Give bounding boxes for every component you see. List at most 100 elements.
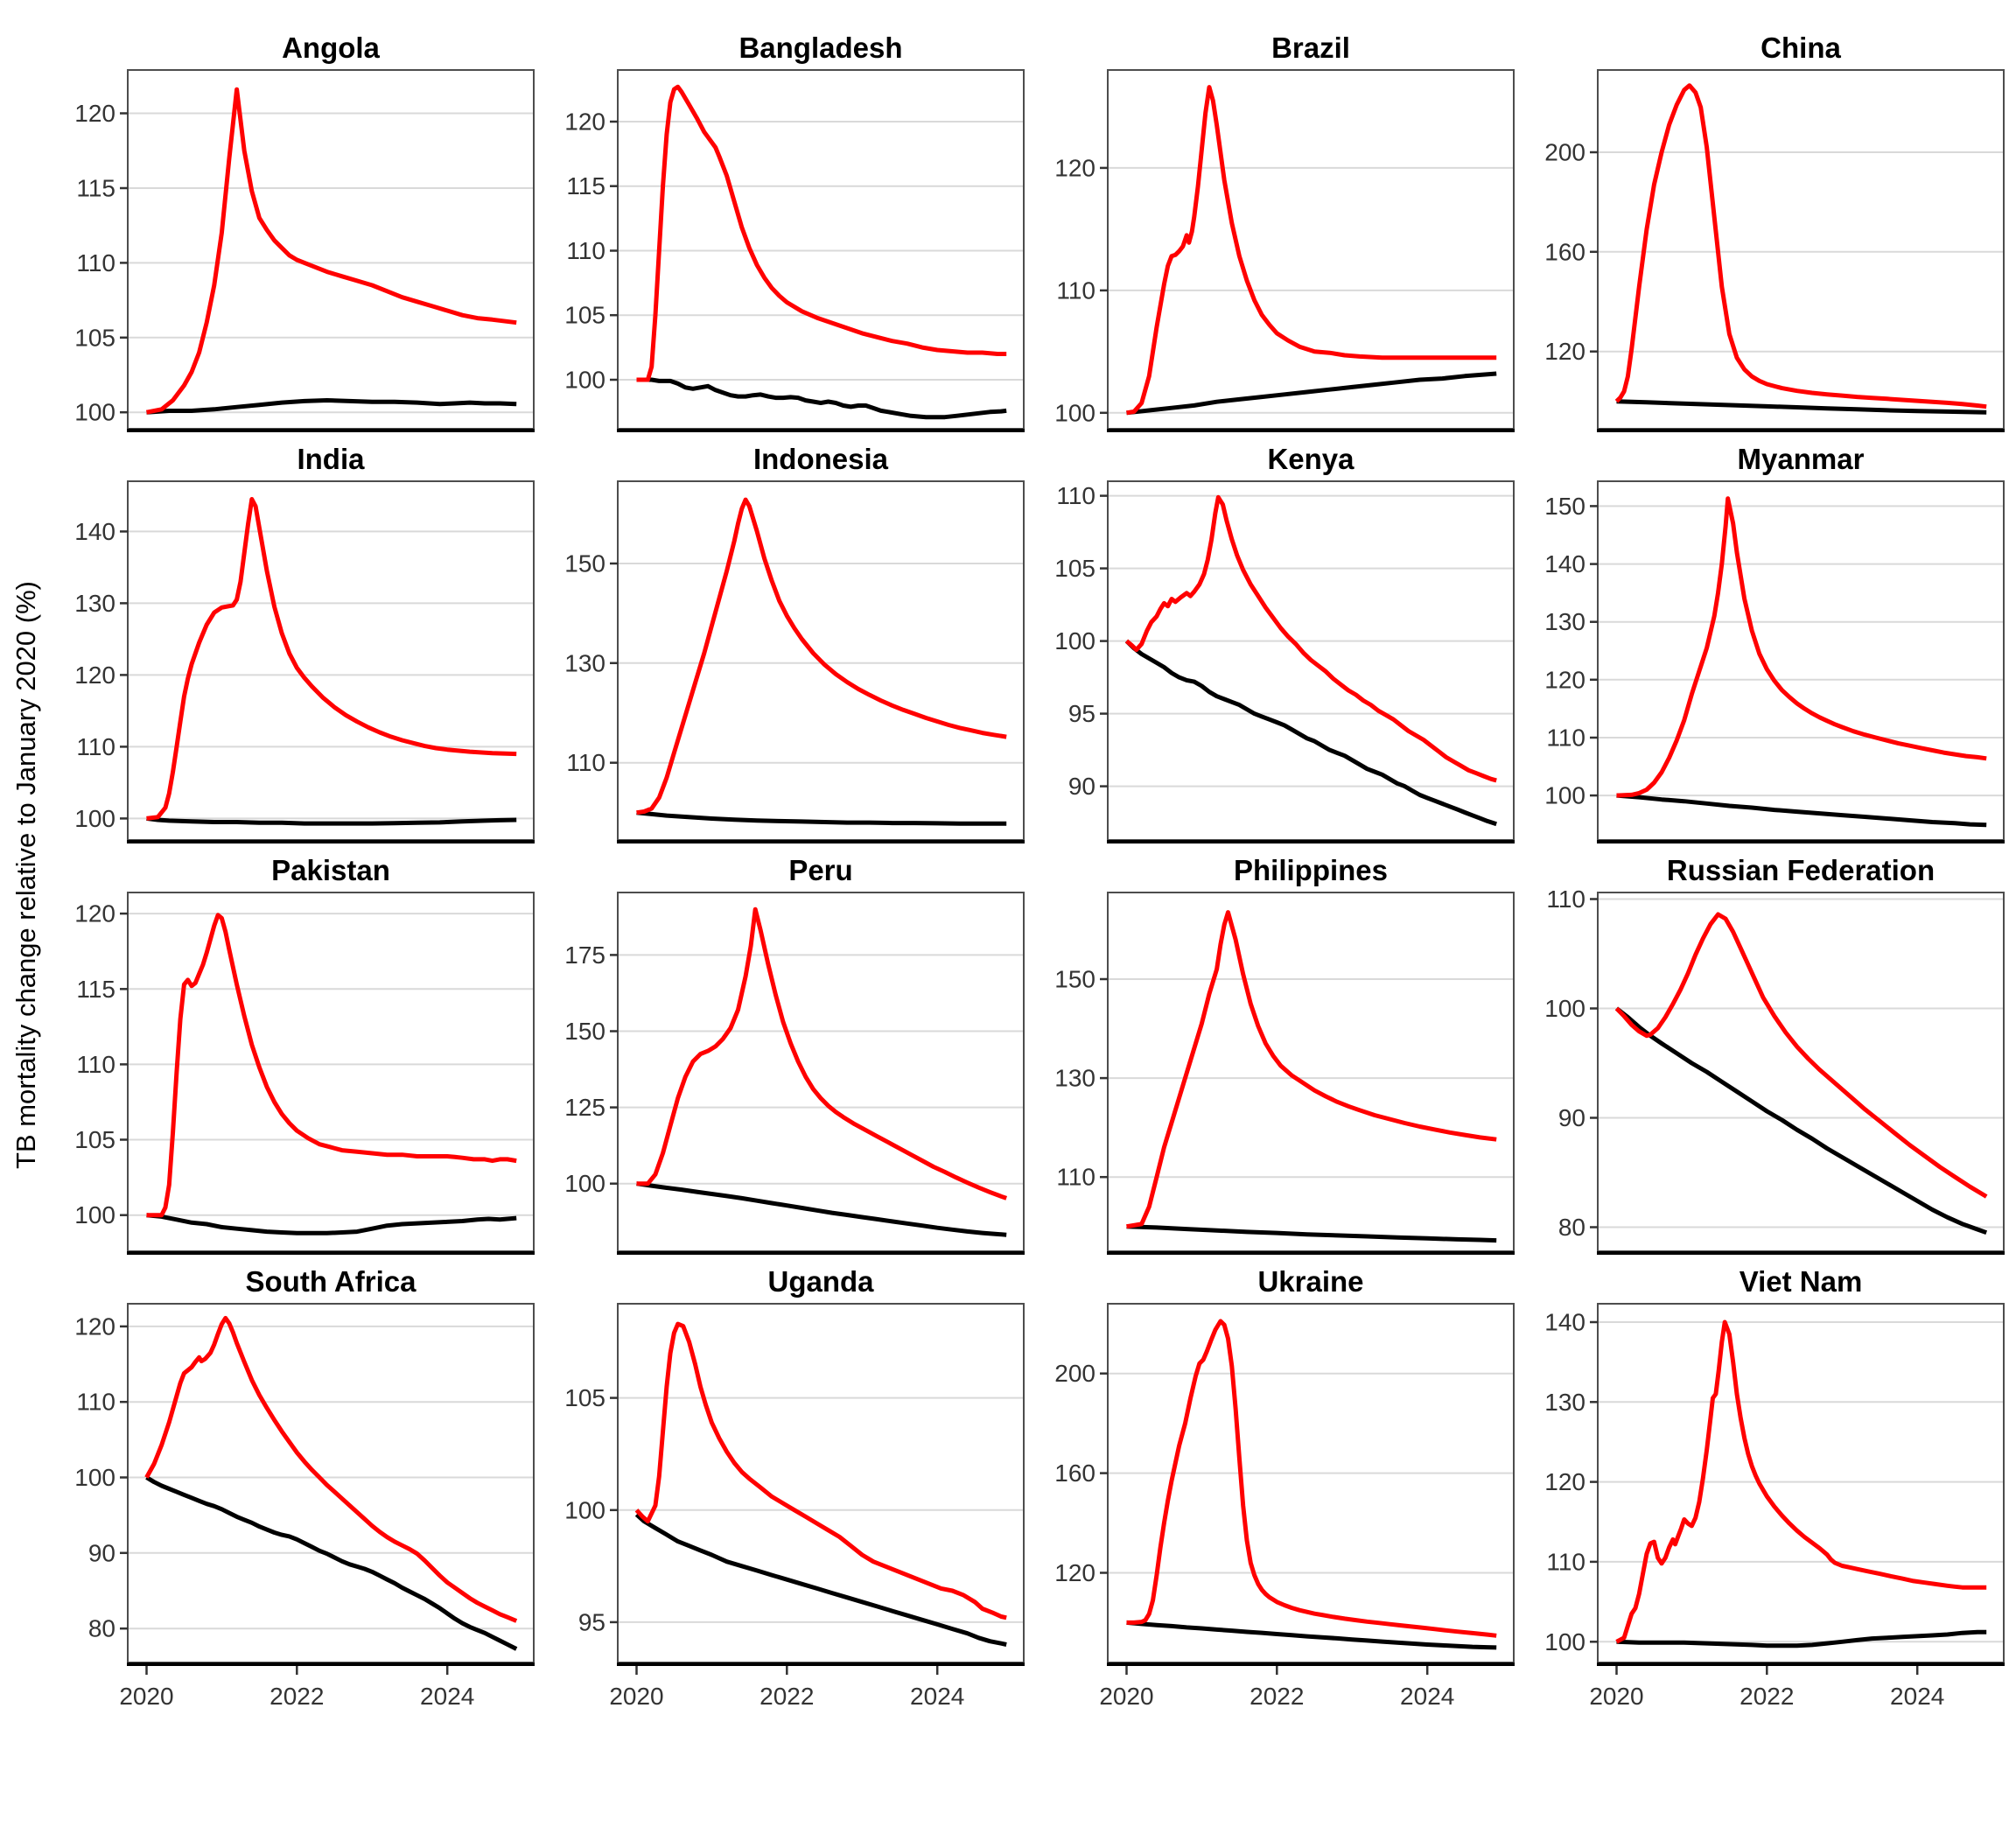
y-tick-label: 200 xyxy=(1054,1360,1096,1387)
panel-uganda: Uganda 95 100 105 2020 2022 2024 xyxy=(539,1267,1029,1735)
red-line xyxy=(1614,83,1987,410)
chart-svg: Ukraine 120 160 200 2020 2022 2024 xyxy=(1054,1267,1515,1710)
panel-angola: Angola 100 105 110 115 120 xyxy=(49,33,539,444)
y-tick-label: 150 xyxy=(564,1018,606,1045)
x-tick-label: 2020 xyxy=(1589,1683,1643,1710)
y-tick-label: 120 xyxy=(74,100,116,127)
x-tick-label: 2024 xyxy=(1400,1683,1454,1710)
y-tick-label: 100 xyxy=(1054,399,1096,426)
chart-svg: Myanmar 100 110 120 130 140 150 xyxy=(1544,444,2005,844)
y-tick-label: 95 xyxy=(578,1608,606,1635)
y-tick-label: 110 xyxy=(1056,1164,1096,1191)
y-tick-label: 110 xyxy=(1056,482,1096,509)
y-tick-label: 80 xyxy=(1558,1214,1586,1241)
panel-border xyxy=(617,892,1025,1252)
panel-grid: Angola 100 105 110 115 120 Bangladesh 100 105 110… xyxy=(49,0,2016,1735)
x-tick-label: 2020 xyxy=(1099,1683,1153,1710)
red-line xyxy=(1616,496,1987,798)
y-tick-label: 110 xyxy=(1546,886,1586,913)
black-line xyxy=(636,810,1007,826)
panel-peru: Peru 100 125 150 175 xyxy=(539,856,1029,1267)
panel-border xyxy=(617,1303,1025,1663)
y-tick-label: 140 xyxy=(1544,550,1586,578)
red-line xyxy=(636,906,1008,1200)
red-line xyxy=(1126,1319,1497,1638)
chart-svg: Kenya 90 95 100 105 110 xyxy=(1054,444,1515,844)
panel-russian-federation: Russian Federation 80 90 100 110 xyxy=(1519,856,2009,1267)
y-tick-label: 150 xyxy=(1544,493,1586,520)
black-line xyxy=(1126,371,1497,416)
black-line xyxy=(1124,639,1497,827)
panel-border xyxy=(1597,892,2005,1252)
black-line xyxy=(146,398,517,415)
panel-title: China xyxy=(1760,33,1841,64)
panel-brazil: Brazil 100 110 120 xyxy=(1029,33,1519,444)
panel-title: Brazil xyxy=(1271,33,1350,64)
chart-svg: Angola 100 105 110 115 120 xyxy=(74,33,535,432)
y-tick-label: 120 xyxy=(1544,666,1586,693)
panel-title: South Africa xyxy=(246,1267,417,1298)
y-tick-label: 95 xyxy=(1068,700,1096,727)
y-tick-label: 120 xyxy=(74,900,116,928)
chart-svg: Peru 100 125 150 175 xyxy=(564,856,1025,1255)
panel-border xyxy=(1597,69,2005,430)
x-tick-label: 2022 xyxy=(1250,1683,1304,1710)
red-line xyxy=(146,87,517,415)
chart-svg: Brazil 100 110 120 xyxy=(1054,33,1515,432)
y-tick-label: 120 xyxy=(74,1312,116,1340)
red-line xyxy=(146,913,517,1218)
x-tick-label: 2024 xyxy=(910,1683,964,1710)
chart-svg: Uganda 95 100 105 2020 2022 2024 xyxy=(564,1267,1025,1710)
panel-china: China 120 160 200 xyxy=(1519,33,2009,444)
y-tick-label: 120 xyxy=(1054,154,1096,181)
y-tick-label: 80 xyxy=(88,1615,116,1642)
y-tick-label: 130 xyxy=(74,590,116,617)
y-tick-label: 140 xyxy=(1544,1309,1586,1336)
panel-viet-nam: Viet Nam 100 110 120 130 140 2020 2022 2024 xyxy=(1519,1267,2009,1735)
y-tick-label: 120 xyxy=(1054,1559,1096,1586)
chart-svg: Bangladesh 100 105 110 115 120 xyxy=(564,33,1025,432)
chart-svg: China 120 160 200 xyxy=(1544,33,2005,432)
y-tick-label: 100 xyxy=(74,399,116,426)
y-tick-label: 150 xyxy=(1054,966,1096,993)
red-line xyxy=(1124,494,1497,783)
red-line xyxy=(636,84,1007,382)
panel-title: Angola xyxy=(282,33,380,64)
panel-border xyxy=(1597,480,2005,841)
panel-border xyxy=(617,69,1025,430)
chart-svg: Pakistan 100 105 110 115 120 xyxy=(74,856,535,1255)
red-line xyxy=(634,1321,1007,1620)
panel-philippines: Philippines 110 130 150 xyxy=(1029,856,1519,1267)
panel-border xyxy=(1597,1303,2005,1663)
y-tick-label: 110 xyxy=(76,1389,116,1416)
panel-pakistan: Pakistan 100 105 110 115 120 xyxy=(49,856,539,1267)
y-tick-label: 130 xyxy=(1544,1389,1586,1416)
y-tick-label: 140 xyxy=(74,518,116,545)
y-tick-label: 100 xyxy=(1544,995,1586,1022)
panel-border xyxy=(1107,892,1515,1252)
red-line xyxy=(144,1315,518,1623)
x-tick-label: 2024 xyxy=(420,1683,474,1710)
panel-title: Ukraine xyxy=(1257,1267,1363,1298)
y-tick-label: 160 xyxy=(1054,1460,1096,1487)
y-tick-label: 150 xyxy=(564,550,606,578)
panel-bangladesh: Bangladesh 100 105 110 115 120 xyxy=(539,33,1029,444)
panel-myanmar: Myanmar 100 110 120 130 140 150 xyxy=(1519,444,2009,856)
y-tick-label: 110 xyxy=(1056,276,1096,304)
y-tick-label: 105 xyxy=(564,1384,606,1411)
panel-border xyxy=(127,1303,535,1663)
y-tick-label: 100 xyxy=(74,1464,116,1491)
y-tick-label: 90 xyxy=(1558,1104,1586,1131)
y-tick-label: 100 xyxy=(564,367,606,394)
y-tick-label: 110 xyxy=(76,1051,116,1078)
panel-title: Kenya xyxy=(1267,444,1354,475)
y-tick-label: 110 xyxy=(1546,1548,1586,1575)
red-line xyxy=(1615,1320,1987,1644)
panel-title: India xyxy=(297,444,365,475)
panel-kenya: Kenya 90 95 100 105 110 xyxy=(1029,444,1519,856)
panel-india: India 100 110 120 130 140 xyxy=(49,444,539,856)
black-line xyxy=(1126,1224,1497,1243)
panel-indonesia: Indonesia 110 130 150 xyxy=(539,444,1029,856)
y-tick-label: 105 xyxy=(1054,555,1096,582)
